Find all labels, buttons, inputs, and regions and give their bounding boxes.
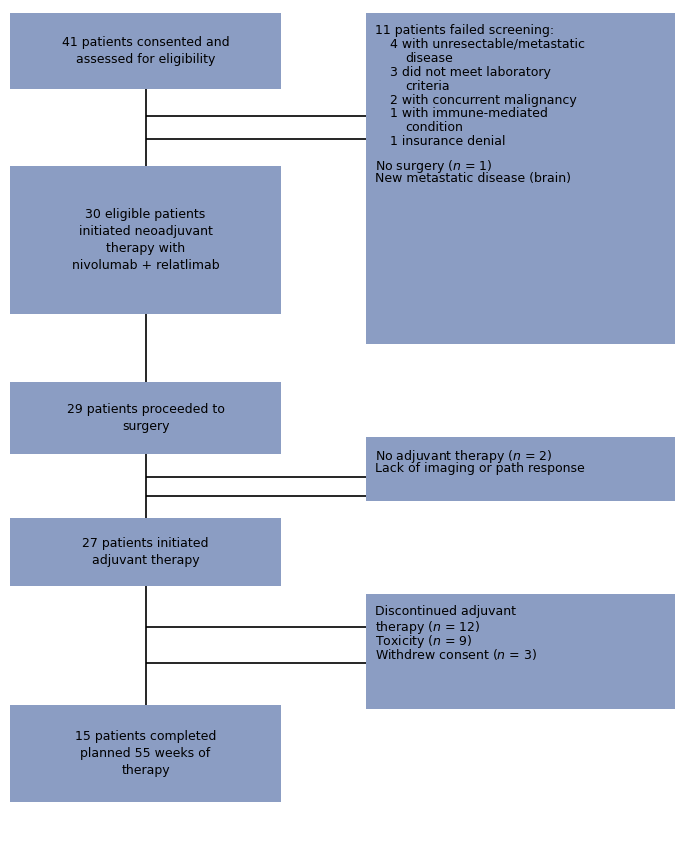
Text: 29 patients proceeded to
surgery: 29 patients proceeded to surgery <box>66 403 225 433</box>
Text: criteria: criteria <box>406 80 450 93</box>
Text: therapy ($\it{n}$ = 12): therapy ($\it{n}$ = 12) <box>375 619 481 636</box>
Text: No adjuvant therapy ($\it{n}$ = 2): No adjuvant therapy ($\it{n}$ = 2) <box>375 448 553 465</box>
Text: Withdrew consent ($\it{n}$ = 3): Withdrew consent ($\it{n}$ = 3) <box>375 647 538 662</box>
Text: Toxicity ($\it{n}$ = 9): Toxicity ($\it{n}$ = 9) <box>375 633 473 650</box>
Text: 11 patients failed screening:: 11 patients failed screening: <box>375 24 554 37</box>
Text: 41 patients consented and
assessed for eligibility: 41 patients consented and assessed for e… <box>62 36 229 66</box>
Text: 2 with concurrent malignancy: 2 with concurrent malignancy <box>390 93 577 106</box>
Text: 30 eligible patients
initiated neoadjuvant
therapy with
nivolumab + relatlimab: 30 eligible patients initiated neoadjuva… <box>72 208 219 272</box>
Text: condition: condition <box>406 121 463 134</box>
FancyBboxPatch shape <box>10 13 281 89</box>
Text: 1 with immune-mediated: 1 with immune-mediated <box>390 108 548 121</box>
Text: 3 did not meet laboratory: 3 did not meet laboratory <box>390 65 551 79</box>
FancyBboxPatch shape <box>10 518 281 586</box>
Text: Discontinued adjuvant: Discontinued adjuvant <box>375 605 516 618</box>
Text: Lack of imaging or path response: Lack of imaging or path response <box>375 462 585 475</box>
Text: 1 insurance denial: 1 insurance denial <box>390 135 506 149</box>
Text: No surgery ($\it{n}$ = 1): No surgery ($\it{n}$ = 1) <box>375 158 493 175</box>
Text: New metastatic disease (brain): New metastatic disease (brain) <box>375 171 571 184</box>
FancyBboxPatch shape <box>10 382 281 454</box>
FancyBboxPatch shape <box>366 13 675 344</box>
Text: 27 patients initiated
adjuvant therapy: 27 patients initiated adjuvant therapy <box>82 537 209 567</box>
Text: 15 patients completed
planned 55 weeks of
therapy: 15 patients completed planned 55 weeks o… <box>75 730 216 777</box>
Text: 4 with unresectable/metastatic: 4 with unresectable/metastatic <box>390 37 586 51</box>
FancyBboxPatch shape <box>10 705 281 802</box>
FancyBboxPatch shape <box>10 166 281 314</box>
Text: disease: disease <box>406 52 453 65</box>
FancyBboxPatch shape <box>366 594 675 709</box>
FancyBboxPatch shape <box>366 437 675 501</box>
